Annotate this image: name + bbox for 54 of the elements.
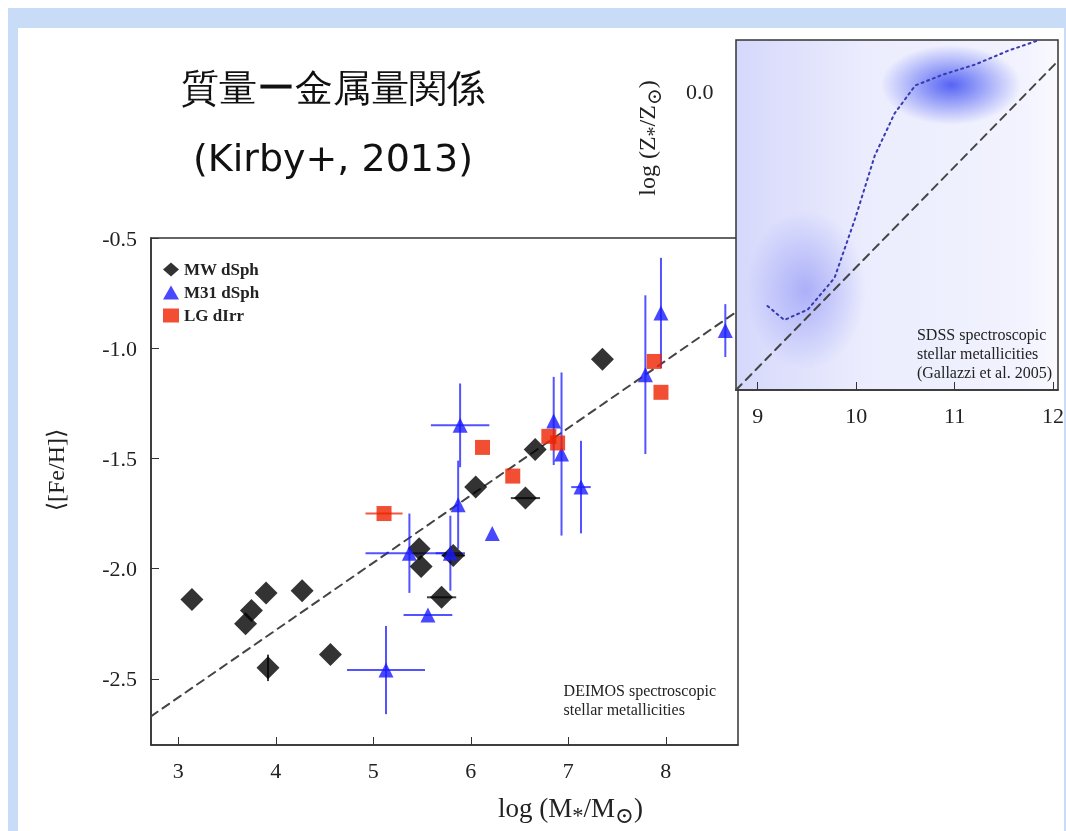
point — [318, 643, 342, 667]
x-axis-title: log (M$_{*}$/M$_{⊙}$) — [498, 793, 643, 830]
x-tick-label: 5 — [367, 757, 379, 783]
legend-label: M31 dSph — [184, 283, 260, 302]
chart-title: 質量ー金属量関係 — [180, 65, 486, 112]
point — [376, 506, 392, 522]
point — [256, 656, 280, 680]
point — [464, 475, 488, 499]
x-tick-label: 12 — [1042, 402, 1065, 428]
point — [290, 579, 314, 603]
point — [239, 599, 263, 623]
point — [409, 554, 433, 578]
x-tick-label: 3 — [172, 757, 184, 783]
point — [573, 479, 589, 495]
x-tick-label: 4 — [270, 757, 282, 783]
point — [717, 323, 733, 339]
point — [378, 662, 394, 678]
point — [254, 581, 278, 605]
point — [546, 413, 562, 429]
point — [646, 353, 662, 369]
legend-label: MW dSph — [184, 260, 260, 279]
annotation: SDSS spectroscopic stellar metallicities (Gallazzi et al. 2005) — [916, 326, 1052, 382]
x-tick-label: 7 — [562, 757, 574, 783]
y-tick-label: -0.5 — [102, 225, 137, 251]
point — [420, 607, 436, 623]
text: 0.0 — [686, 78, 714, 104]
point — [401, 545, 417, 561]
point — [452, 417, 468, 433]
point — [430, 585, 454, 609]
point — [590, 347, 614, 371]
annotation: DEIMOS spectroscopic stellar metallicities — [563, 682, 717, 718]
point — [484, 525, 500, 541]
y-tick-label: -1.0 — [102, 335, 137, 361]
x-tick-label: 8 — [660, 757, 672, 783]
point — [475, 439, 491, 455]
x-tick-label: 9 — [752, 402, 764, 428]
x-tick-label: 11 — [944, 402, 966, 428]
chart-subtitle: (Kirby+, 2013) — [191, 136, 475, 180]
y-tick-label: -1.5 — [102, 445, 137, 471]
point — [523, 438, 547, 462]
point — [550, 435, 566, 451]
x-tick-label: 10 — [845, 402, 868, 428]
legend-label: LG dIrr — [184, 306, 245, 325]
point — [637, 367, 653, 383]
y-tick-label: -2.5 — [102, 666, 137, 692]
y-axis-title: ⟨[Fe/H]⟩ — [42, 428, 70, 512]
x-tick-label: 6 — [465, 757, 477, 783]
point — [450, 497, 466, 513]
point — [180, 588, 204, 612]
point — [505, 468, 521, 484]
y-tick-label: -2.0 — [102, 556, 137, 582]
point — [653, 384, 669, 400]
point — [513, 486, 537, 510]
point — [653, 305, 669, 321]
